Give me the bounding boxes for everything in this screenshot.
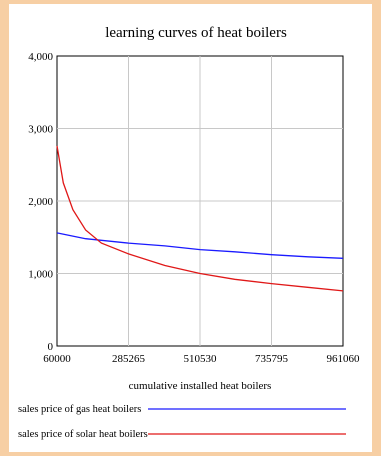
- series-lines: [56, 145, 344, 292]
- legend-label-1: sales price of gas heat boilers: [18, 404, 141, 415]
- legend-label-2: sales price of solar heat boilers: [18, 429, 148, 440]
- x-axis-ticks: 60000 285265 510530 735795 961060: [43, 353, 360, 365]
- x-tick-label: 961060: [327, 353, 361, 365]
- y-tick-label: 0: [48, 341, 54, 353]
- chart-title: learning curves of heat boilers: [105, 25, 287, 41]
- y-tick-label: 1,000: [28, 269, 53, 281]
- series-line-1: [56, 232, 344, 259]
- x-tick-label: 735795: [255, 353, 289, 365]
- frame-border-left: [0, 0, 9, 456]
- legend: sales price of gas heat boilers sales pri…: [18, 404, 346, 440]
- x-tick-label: 510530: [184, 353, 218, 365]
- frame-border-top: [0, 0, 381, 4]
- y-axis-ticks: 0 1,000 2,000 3,000 4,000: [28, 51, 53, 353]
- x-tick-label: 60000: [43, 353, 71, 365]
- frame-border-right: [372, 0, 381, 456]
- frame-border-bottom: [0, 452, 381, 456]
- y-tick-label: 2,000: [28, 196, 53, 208]
- y-tick-label: 4,000: [28, 51, 53, 63]
- x-axis-label: cumulative installed heat boilers: [129, 380, 272, 392]
- x-tick-label: 285265: [112, 353, 146, 365]
- series-line-2: [56, 145, 344, 292]
- y-tick-label: 3,000: [28, 124, 53, 136]
